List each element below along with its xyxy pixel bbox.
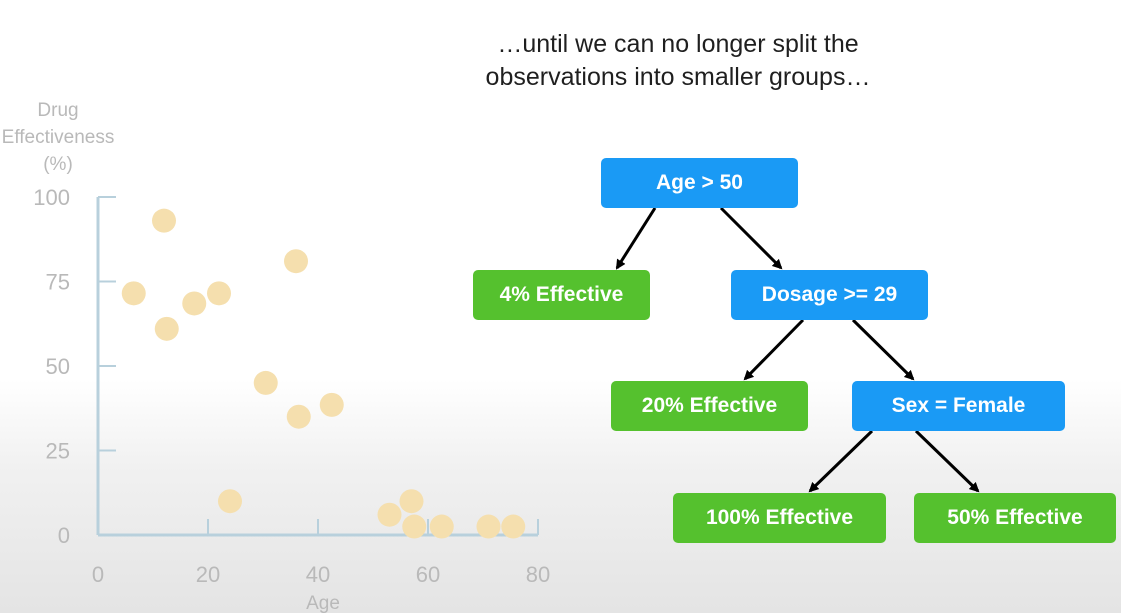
y-axis-label-line: Drug bbox=[37, 100, 78, 121]
node-dosage: Dosage >= 29 bbox=[731, 270, 928, 320]
x-tick-label: 60 bbox=[416, 562, 440, 587]
data-point bbox=[429, 514, 454, 539]
leaf-4-percent: 4% Effective bbox=[473, 270, 650, 320]
arrow-sex-to-true-leaf bbox=[808, 429, 874, 493]
data-point bbox=[253, 370, 278, 395]
node-age-root: Age > 50 bbox=[601, 158, 798, 208]
leaf-20-percent: 20% Effective bbox=[611, 381, 808, 431]
leaf-50-percent: 50% Effective bbox=[914, 493, 1116, 543]
data-point bbox=[154, 316, 179, 341]
arrow-root-to-left-leaf bbox=[615, 207, 657, 270]
data-point bbox=[152, 208, 176, 233]
caption: …until we can no longer split the observ… bbox=[418, 28, 938, 94]
y-tick-label: 50 bbox=[46, 354, 70, 379]
data-point bbox=[121, 281, 146, 306]
x-tick-label: 20 bbox=[196, 562, 220, 587]
data-point bbox=[218, 489, 242, 514]
node-sex: Sex = Female bbox=[852, 381, 1065, 431]
data-point bbox=[476, 514, 501, 539]
x-tick-label: 0 bbox=[92, 562, 104, 587]
arrow-dosage-to-left-leaf bbox=[743, 318, 805, 381]
data-point bbox=[377, 502, 402, 527]
y-tick-label: 75 bbox=[46, 270, 70, 295]
data-point bbox=[402, 514, 427, 539]
y-axis-label-line: (%) bbox=[43, 154, 73, 175]
y-tick-label: 25 bbox=[46, 439, 70, 464]
caption-line-2: observations into smaller groups… bbox=[485, 63, 871, 91]
data-point bbox=[319, 392, 344, 417]
leaf-100-percent: 100% Effective bbox=[673, 493, 886, 543]
x-axis-label: Age bbox=[306, 593, 340, 613]
arrow-dosage-to-sex bbox=[851, 318, 915, 381]
x-tick-label: 40 bbox=[306, 562, 330, 587]
data-point bbox=[501, 514, 526, 539]
x-tick-label: 80 bbox=[526, 562, 550, 587]
y-tick-label: 0 bbox=[58, 523, 70, 548]
arrow-sex-to-false-leaf bbox=[914, 429, 980, 493]
caption-line-1: …until we can no longer split the bbox=[497, 30, 859, 58]
data-point bbox=[182, 291, 207, 316]
data-point bbox=[399, 489, 424, 514]
arrow-root-to-dosage bbox=[719, 206, 783, 270]
y-axis-label-line: Effectiveness bbox=[2, 127, 115, 148]
data-point bbox=[284, 249, 308, 274]
data-point bbox=[207, 281, 231, 306]
data-point bbox=[286, 404, 311, 429]
scatter-plot: 0 25 50 75 100 0 20 40 60 80 Drug Effectiveness (%) A… bbox=[2, 100, 551, 613]
y-tick-label: 100 bbox=[33, 185, 70, 210]
